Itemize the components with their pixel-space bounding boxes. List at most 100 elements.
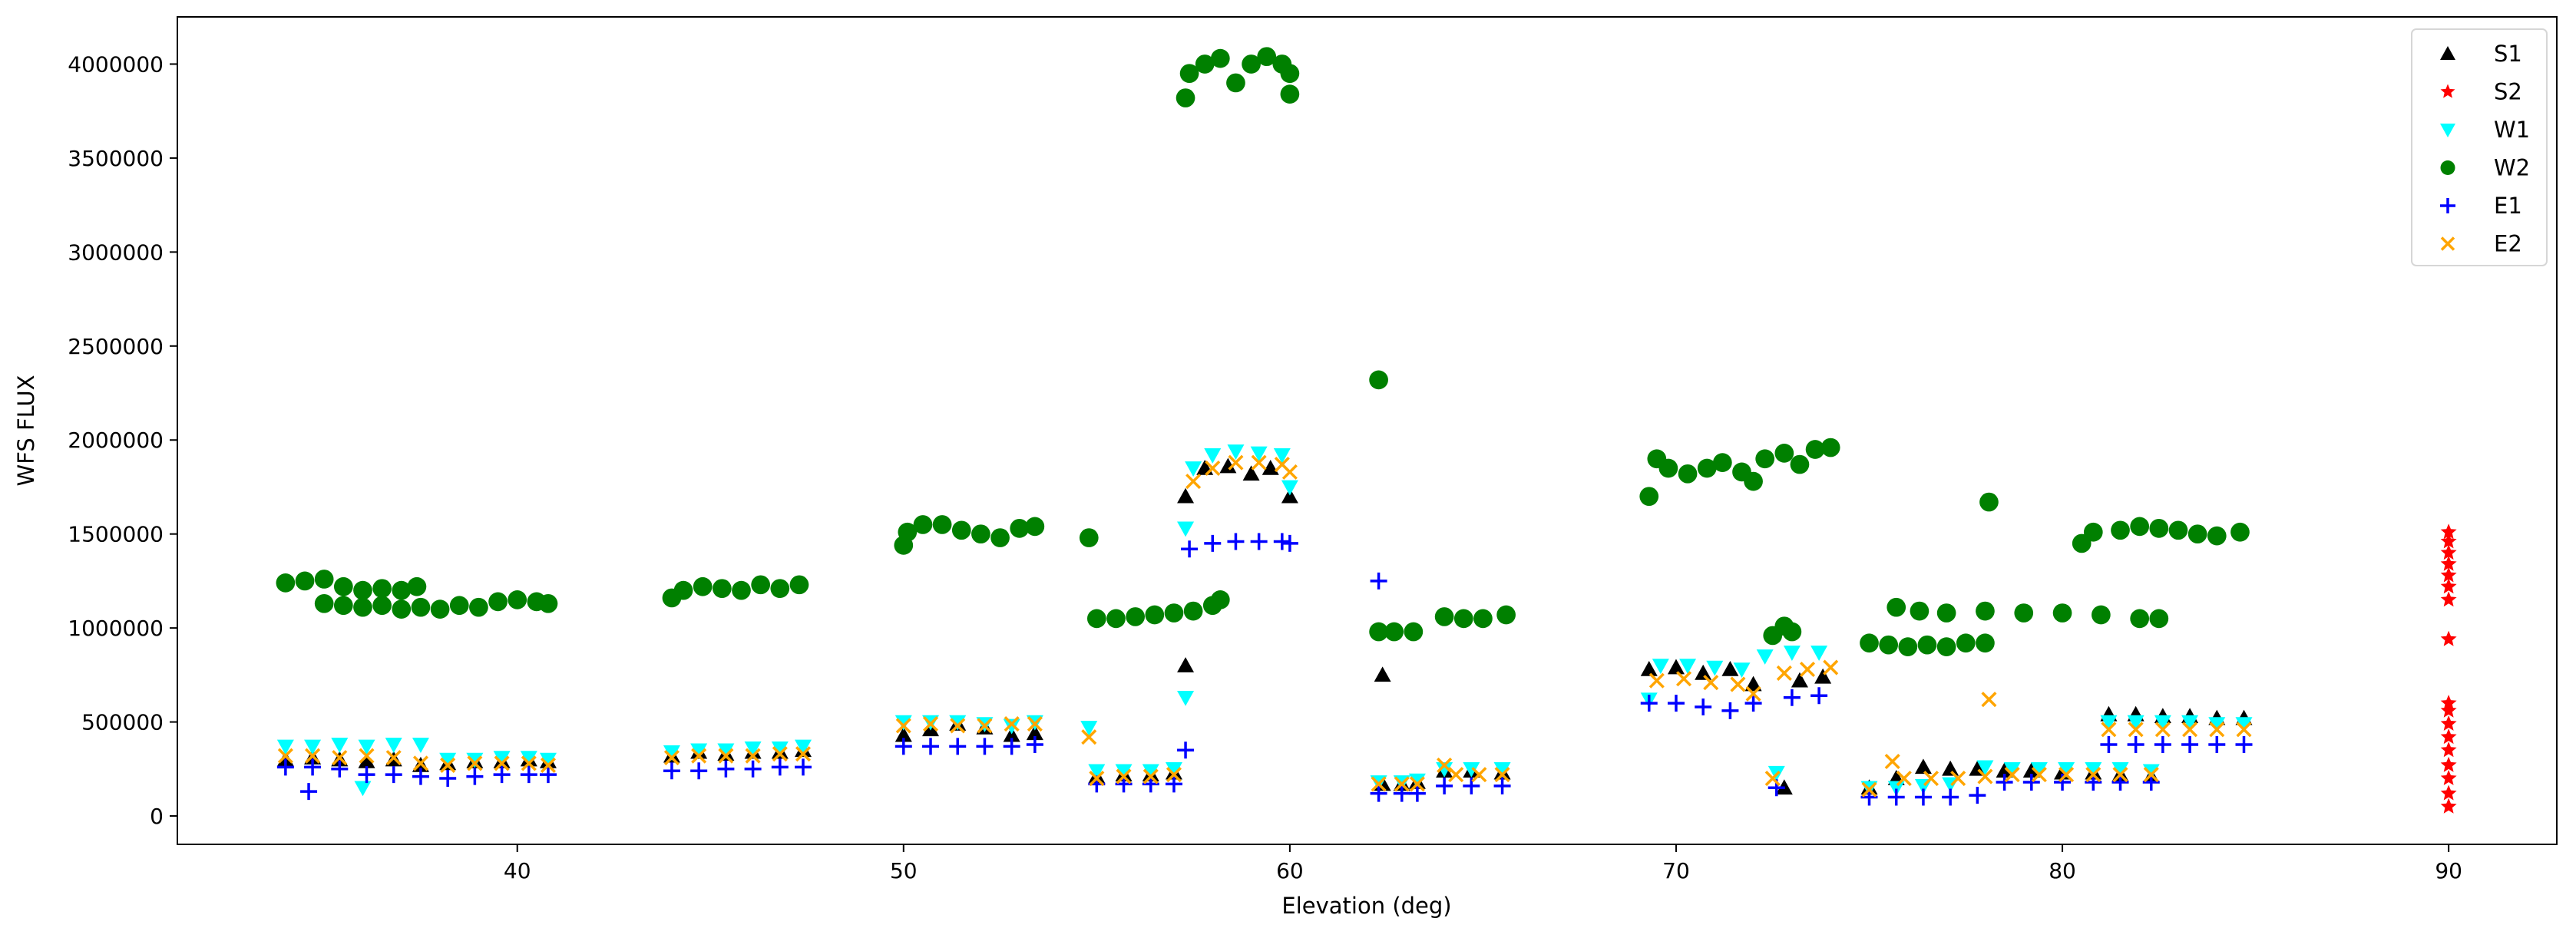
data-point-E1	[1181, 540, 1199, 558]
data-point-S1	[1262, 459, 1279, 475]
legend-item-W2: W2	[2440, 155, 2530, 181]
data-point-E1	[439, 770, 457, 788]
x-tick-label: 90	[2435, 858, 2462, 884]
data-point-W2	[2230, 522, 2250, 542]
data-point-W2	[1473, 609, 1493, 629]
data-point-W1	[1142, 764, 1159, 780]
data-point-W2	[1434, 607, 1454, 626]
x-axis: 40 50 60 70 80 90	[504, 844, 2462, 884]
data-point-S1	[1177, 487, 1195, 504]
legend-item-S2: S2	[2440, 79, 2522, 105]
data-point-W1	[2030, 761, 2048, 778]
data-point-W2	[1712, 453, 1732, 472]
data-point-W2	[392, 599, 412, 619]
data-point-E1	[2100, 735, 2118, 753]
data-point-W2	[314, 570, 334, 589]
data-point-E2	[1371, 776, 1387, 792]
data-point-E1	[358, 766, 375, 784]
data-point-W1	[1887, 781, 1905, 797]
data-point-S2	[2440, 523, 2457, 540]
legend-label: S1	[2494, 41, 2522, 67]
data-point-E2	[1950, 771, 1966, 787]
data-point-S1	[1996, 762, 2013, 778]
data-point-W1	[2142, 764, 2160, 780]
data-point-W2	[2149, 518, 2169, 538]
data-point-W1	[385, 738, 402, 753]
data-point-E2	[1896, 771, 1912, 787]
data-point-S1	[1744, 675, 1762, 692]
data-point-W2	[276, 573, 296, 593]
data-point-E1	[894, 738, 912, 755]
data-point-W1	[2181, 715, 2199, 731]
data-point-S2	[2440, 695, 2457, 710]
data-point-E2	[2031, 767, 2047, 783]
data-point-W1	[1177, 690, 1195, 706]
data-point-S2	[2440, 591, 2457, 607]
data-point-E2	[1437, 757, 1453, 773]
data-point-W1	[2154, 715, 2171, 731]
data-point-E2	[1675, 671, 1692, 687]
data-point-E1	[949, 738, 967, 755]
data-point-W2	[1774, 444, 1794, 463]
data-point-S1	[1374, 666, 1391, 682]
legend-marker-W1	[2440, 124, 2455, 137]
data-point-E2	[1251, 454, 1267, 471]
data-point-W2	[1106, 609, 1126, 629]
data-point-E1	[466, 768, 484, 785]
data-point-E1	[385, 766, 402, 784]
y-tick-label: 1000000	[68, 616, 164, 641]
data-point-W2	[1658, 458, 1678, 478]
data-point-E2	[1861, 781, 1877, 798]
data-point-W1	[331, 738, 349, 753]
data-point-E1	[2181, 735, 2199, 753]
x-axis-label: Elevation (deg)	[1281, 893, 1451, 919]
data-point-S2	[2440, 770, 2457, 785]
data-point-W2	[1936, 637, 1956, 656]
data-point-W2	[295, 571, 315, 591]
data-point-E2	[2004, 767, 2020, 783]
data-point-W2	[2083, 522, 2103, 542]
y-tick-label: 3000000	[68, 239, 164, 265]
data-point-E1	[1436, 777, 1453, 794]
data-point-W2	[1790, 454, 1810, 474]
data-point-W2	[1257, 47, 1277, 67]
data-point-W1	[1273, 448, 1291, 464]
data-point-E1	[2054, 773, 2072, 791]
data-point-E1	[1204, 534, 1222, 552]
data-point-E1	[1914, 788, 1932, 806]
data-point-E2	[691, 748, 707, 764]
data-point-W2	[971, 524, 990, 544]
data-point-W1	[2003, 761, 2021, 778]
data-point-S2	[2440, 784, 2457, 801]
data-point-E2	[2143, 767, 2159, 783]
data-point-W2	[2130, 517, 2150, 537]
data-point-W2	[1179, 64, 1199, 84]
data-point-W1	[439, 752, 457, 768]
data-point-W1	[2111, 761, 2129, 778]
data-point-S2	[2440, 715, 2457, 731]
data-point-W2	[314, 593, 334, 613]
data-point-S2	[2440, 756, 2457, 772]
data-point-W2	[693, 576, 713, 596]
data-point-E1	[1783, 689, 1801, 706]
data-point-E1	[1370, 572, 1387, 590]
data-point-W2	[2111, 520, 2130, 540]
data-point-E2	[772, 746, 788, 762]
data-point-W2	[1496, 605, 1516, 625]
data-point-W2	[770, 579, 790, 599]
data-point-W2	[1226, 73, 1245, 93]
data-point-E2	[1228, 454, 1244, 471]
data-point-E1	[1810, 687, 1828, 705]
x-tick-label: 60	[1276, 858, 1304, 884]
data-point-W1	[520, 751, 537, 767]
data-point-W2	[333, 576, 353, 596]
data-point-W1	[2058, 761, 2075, 778]
data-point-W2	[353, 580, 372, 600]
data-point-E1	[1695, 698, 1712, 715]
data-point-E1	[1969, 787, 1986, 804]
data-point-W2	[2092, 605, 2111, 625]
data-point-W2	[469, 597, 488, 617]
data-point-W1	[1204, 448, 1222, 464]
data-point-W1	[1679, 659, 1697, 675]
data-point-E1	[1026, 735, 1043, 753]
